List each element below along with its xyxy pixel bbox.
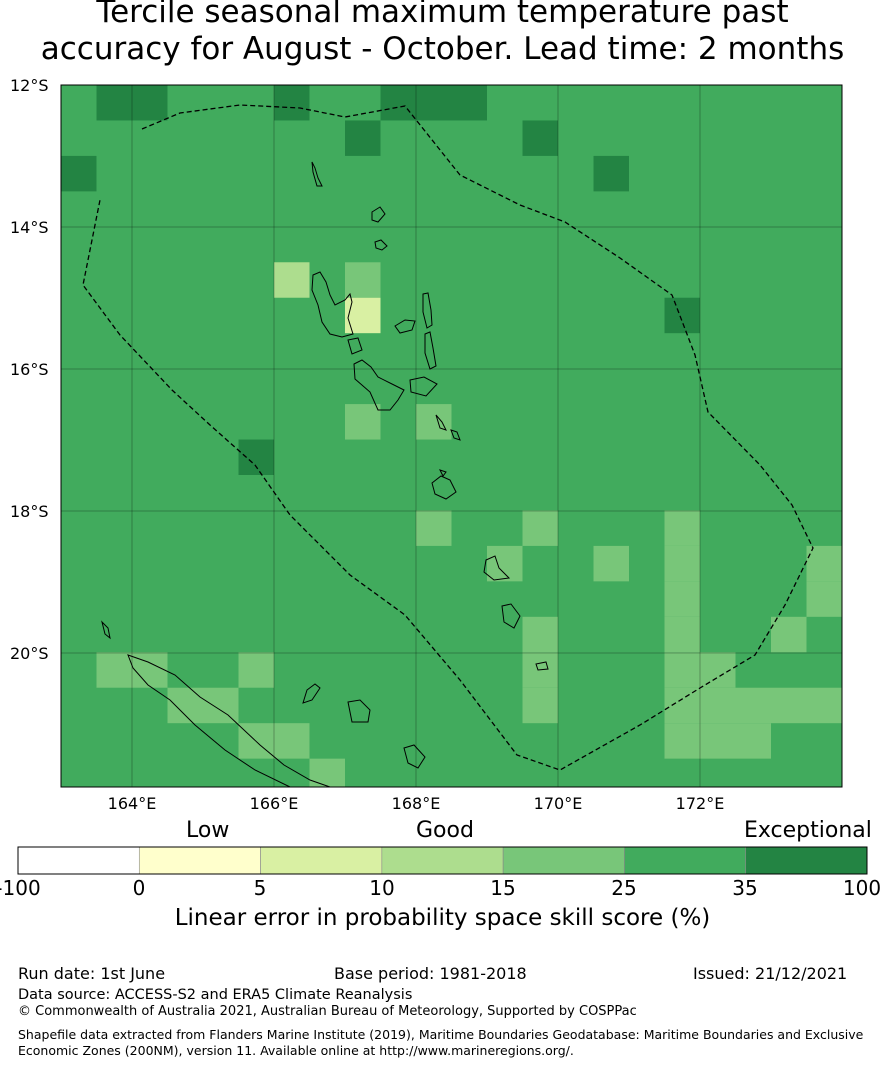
colorbar-segment xyxy=(138,846,261,875)
colorbar-tick: 10 xyxy=(369,876,395,900)
colorbar-tick: 0 xyxy=(132,876,146,900)
shapefile-credit: Shapefile data extracted from Flanders M… xyxy=(18,1027,864,1058)
colorbar-frame xyxy=(17,846,868,875)
grid-cell xyxy=(664,687,700,724)
map-frame xyxy=(60,84,843,788)
copyright-notice: © Commonwealth of Australia 2021, Austra… xyxy=(18,1004,637,1019)
lon-label-164e: 164°E xyxy=(107,794,157,813)
grid-cell xyxy=(345,297,381,334)
lon-label-170e: 170°E xyxy=(533,794,583,813)
grid-cell xyxy=(274,85,310,121)
grid-cell xyxy=(593,155,629,192)
grid-cell xyxy=(664,652,700,688)
colorbar-tick: 35 xyxy=(732,876,758,900)
lat-label-14s: 14°S xyxy=(10,218,49,237)
grid-cell xyxy=(61,155,97,192)
grid-cell xyxy=(664,297,700,334)
grid-cell xyxy=(593,545,629,582)
grid-cell xyxy=(735,687,771,724)
lat-label-20s: 20°S xyxy=(10,644,49,663)
grid-cell xyxy=(274,262,310,298)
grid-cell xyxy=(309,758,345,787)
grid-cell xyxy=(664,510,700,546)
grid-cell xyxy=(522,616,558,653)
grid-cell xyxy=(664,616,700,653)
category-good: Good xyxy=(416,818,474,843)
grid-cell xyxy=(167,687,203,724)
grid-cell xyxy=(700,723,736,759)
colorbar-tick: 15 xyxy=(490,876,516,900)
colorbar-tick: 100 xyxy=(842,876,882,900)
colorbar-segment xyxy=(260,846,383,875)
grid-cell xyxy=(771,687,807,724)
colorbar-segment xyxy=(381,846,504,875)
map-title: Tercile seasonal maximum temperature pas… xyxy=(40,0,845,67)
lat-label-18s: 18°S xyxy=(10,502,49,521)
grid-cell xyxy=(771,616,807,653)
colorbar-tick: 25 xyxy=(611,876,637,900)
category-low: Low xyxy=(186,818,230,843)
grid-cell xyxy=(700,687,736,724)
grid-cell xyxy=(416,404,452,440)
grid-cell xyxy=(96,85,132,121)
grid-cell xyxy=(238,439,274,475)
grid-cell xyxy=(664,723,700,759)
grid-cell xyxy=(522,120,558,156)
lat-label-12s: 12°S xyxy=(10,76,49,95)
base-period: Base period: 1981-2018 xyxy=(334,964,527,983)
grid-cell xyxy=(238,652,274,688)
grid-cell xyxy=(274,723,310,759)
colorbar-tick: -100 xyxy=(0,876,41,900)
grid-cell xyxy=(806,687,842,724)
grid-cell xyxy=(345,262,381,298)
colorbar-segment xyxy=(624,846,747,875)
grid-cell xyxy=(132,652,168,688)
grid-cell xyxy=(380,85,416,121)
eez-boundary xyxy=(82,104,814,771)
run-date: Run date: 1st June xyxy=(18,964,166,983)
grid-cell xyxy=(416,85,452,121)
category-exceptional: Exceptional xyxy=(744,818,872,843)
grid-cell xyxy=(806,545,842,582)
grid-cell xyxy=(664,545,700,582)
grid-cell xyxy=(522,510,558,546)
graticule xyxy=(61,85,842,787)
skill-grid xyxy=(61,85,842,787)
grid-cell xyxy=(132,85,168,121)
grid-cell xyxy=(96,652,132,688)
lat-label-16s: 16°S xyxy=(10,360,49,379)
issued-date: Issued: 21/12/2021 xyxy=(693,964,848,983)
lon-label-172e: 172°E xyxy=(675,794,725,813)
grid-cell xyxy=(345,120,381,156)
grid-cell xyxy=(487,545,523,582)
colorbar-label: Linear error in probability space skill … xyxy=(174,905,711,931)
grid-cell xyxy=(664,581,700,617)
colorbar xyxy=(17,846,868,875)
lon-label-166e: 166°E xyxy=(249,794,299,813)
grid-cell xyxy=(522,687,558,724)
grid-cell xyxy=(735,723,771,759)
grid-cell xyxy=(416,510,452,546)
grid-cell xyxy=(451,85,487,121)
grid-cell xyxy=(806,581,842,617)
lon-label-168e: 168°E xyxy=(391,794,441,813)
grid-cell xyxy=(345,404,381,440)
colorbar-segment xyxy=(502,846,625,875)
data-source: Data source: ACCESS-S2 and ERA5 Climate … xyxy=(18,987,413,1003)
colorbar-segment xyxy=(17,846,140,875)
grid-cell xyxy=(203,687,239,724)
colorbar-tick: 5 xyxy=(253,876,267,900)
colorbar-segment xyxy=(745,846,868,875)
